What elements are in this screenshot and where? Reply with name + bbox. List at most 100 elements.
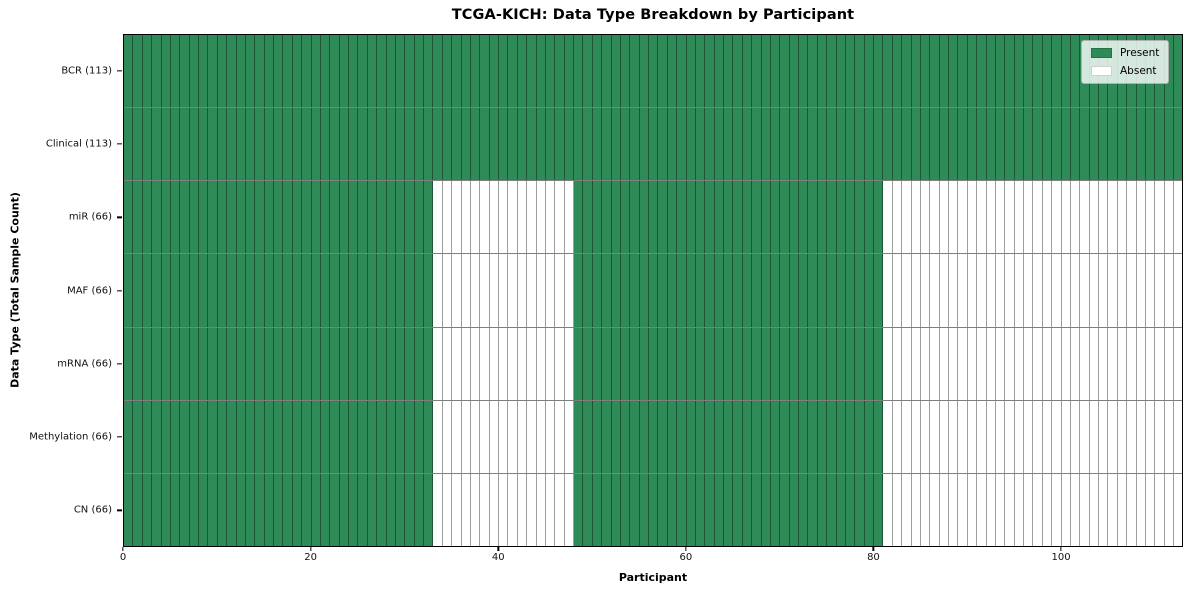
heatmap-cell-absent [536,181,546,254]
heatmap-cell-present [414,181,424,254]
heatmap-cell-present [564,35,574,108]
heatmap-cell-present [367,400,378,473]
heatmap-cell-present [705,400,715,473]
heatmap-cell-present [367,254,378,327]
heatmap-cell-present [339,35,349,108]
heatmap-cell-absent [995,254,1006,327]
heatmap-cell-present [630,327,640,400]
x-tick-label: 20 [304,552,317,563]
heatmap-cell-present [649,327,659,400]
heatmap-cell-present [152,327,162,400]
heatmap-cell-present [714,35,724,108]
heatmap-cell-present [367,108,378,181]
heatmap-cell-absent [967,473,978,546]
heatmap-cell-present [189,181,199,254]
heatmap-cell-present [855,181,865,254]
heatmap-cell-present [630,473,640,546]
heatmap-cell-present [583,254,593,327]
heatmap-cell-present [742,181,753,254]
heatmap-cell-present [658,108,668,181]
heatmap-cell-present [845,327,856,400]
heatmap-cell-absent [986,400,996,473]
heatmap-cell-present [836,181,846,254]
heatmap-cell-present [1174,35,1183,108]
heatmap-cell-absent [1089,400,1099,473]
heatmap-cell-present [302,327,312,400]
heatmap-cell-present [142,400,153,473]
heatmap-cell-present [358,108,368,181]
heatmap-cell-present [180,473,190,546]
heatmap-cell-present [255,181,265,254]
heatmap-cell-present [283,254,293,327]
heatmap-cell-present [161,400,171,473]
heatmap-cell-absent [1145,181,1156,254]
heatmap-cell-absent [1080,181,1090,254]
heatmap-cell-present [1117,108,1128,181]
heatmap-cell-present [827,181,837,254]
heatmap-cell-present [602,254,612,327]
heatmap-cell-absent [920,181,931,254]
heatmap-row-mir [124,181,1183,255]
heatmap-cell-absent [1005,254,1015,327]
heatmap-row-clinical [124,108,1183,182]
heatmap-cell-present [377,327,387,400]
heatmap-cell-present [902,35,912,108]
heatmap-cell-absent [461,400,471,473]
heatmap-cell-present [245,108,256,181]
heatmap-cell-absent [470,327,481,400]
heatmap-cell-present [142,327,153,400]
heatmap-cell-present [133,473,143,546]
heatmap-cell-present [658,181,668,254]
heatmap-cell-present [724,254,734,327]
heatmap-cell-present [574,181,584,254]
heatmap-cell-present [583,327,593,400]
heatmap-cell-present [302,35,312,108]
heatmap-cell-present [367,35,378,108]
heatmap-cell-present [649,254,659,327]
heatmap-cell-present [780,35,790,108]
heatmap-cell-present [574,35,584,108]
heatmap-cell-present [217,254,228,327]
heatmap-cell-present [527,35,537,108]
heatmap-cell-absent [1136,254,1146,327]
heatmap-cell-absent [920,473,931,546]
heatmap-cell-present [283,108,293,181]
heatmap-cell-present [133,108,143,181]
heatmap-cell-present [264,327,274,400]
heatmap-cell-present [808,254,818,327]
heatmap-cell-present [452,108,462,181]
heatmap-cell-present [377,108,387,181]
heatmap-cell-present [780,473,790,546]
heatmap-cell-absent [1089,473,1099,546]
heatmap-cell-present [1061,108,1071,181]
heatmap-cell-absent [470,400,481,473]
heatmap-cell-present [874,254,884,327]
heatmap-cell-present [199,181,209,254]
heatmap-cell-present [302,181,312,254]
heatmap-cell-absent [489,254,499,327]
heatmap-cell-present [283,473,293,546]
heatmap-cell-present [480,108,490,181]
heatmap-cell-present [911,108,921,181]
heatmap-cell-present [208,108,218,181]
heatmap-cell-present [705,108,715,181]
y-tick-label: Clinical (113) [45,138,112,150]
heatmap-cell-present [161,35,171,108]
heatmap-cell-present [1164,108,1174,181]
heatmap-cell-present [489,108,499,181]
heatmap-cell-present [152,35,162,108]
heatmap-cell-present [274,108,284,181]
heatmap-cell-present [677,400,687,473]
heatmap-cell-absent [1033,181,1043,254]
heatmap-cell-present [405,254,415,327]
heatmap-cell-absent [1117,254,1128,327]
heatmap-cell-absent [536,254,546,327]
heatmap-cell-present [920,108,931,181]
heatmap-cell-absent [1024,473,1034,546]
heatmap-cell-absent [489,400,499,473]
heatmap-cell-present [611,400,621,473]
heatmap-cell-absent [1089,181,1099,254]
heatmap-cell-present [864,108,874,181]
heatmap-cell-absent [1033,327,1043,400]
